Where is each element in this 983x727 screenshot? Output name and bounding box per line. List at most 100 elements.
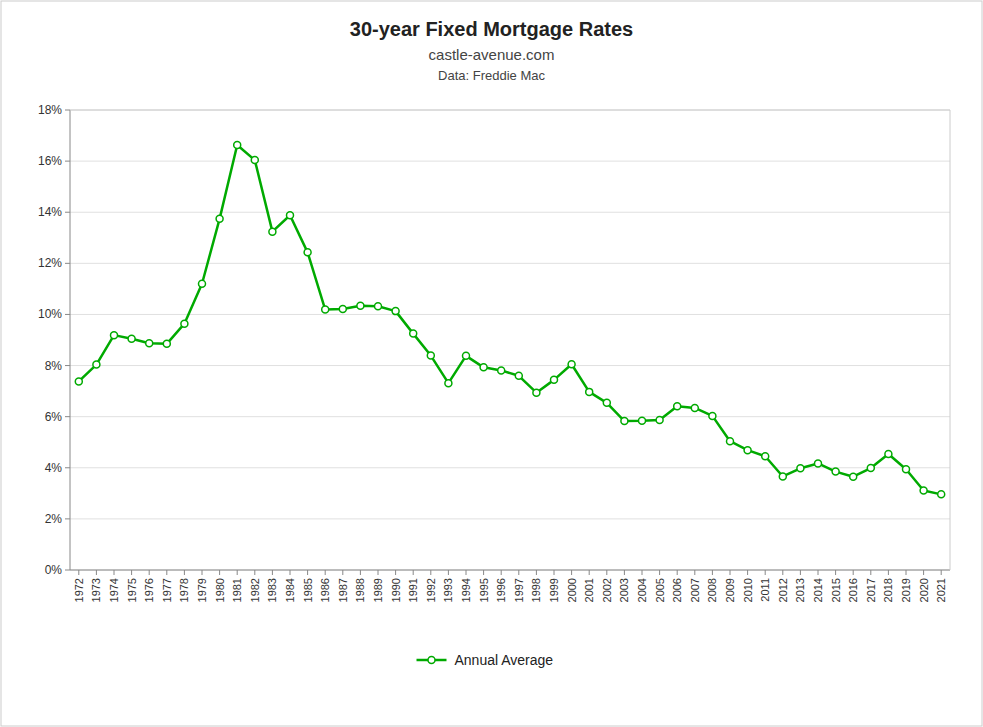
- x-tick: [395, 570, 396, 575]
- title: 30-year Fixed Mortgage Rates: [350, 18, 633, 40]
- x-tick: [78, 570, 79, 575]
- grid-line: [70, 416, 950, 417]
- x-tick-label: 1986: [319, 578, 331, 602]
- x-tick: [501, 570, 502, 575]
- x-tick-label: 1993: [442, 578, 454, 602]
- point: [410, 330, 417, 337]
- x-tick: [325, 570, 326, 575]
- x-tick-label: 1972: [73, 578, 85, 602]
- line: [79, 145, 941, 494]
- point: [691, 404, 698, 411]
- x-tick-label: 2004: [636, 578, 648, 602]
- point: [287, 212, 294, 219]
- point: [938, 491, 945, 498]
- x-tick: [870, 570, 871, 575]
- point: [656, 416, 663, 423]
- x-tick: [589, 570, 590, 575]
- point: [463, 352, 470, 359]
- plot-frame: [950, 110, 951, 570]
- point: [603, 399, 610, 406]
- point: [322, 306, 329, 313]
- point: [427, 352, 434, 359]
- point: [339, 306, 346, 313]
- point: [392, 308, 399, 315]
- y-tick: [65, 570, 70, 571]
- y-tick: [65, 518, 70, 519]
- x-tick: [642, 570, 643, 575]
- x-tick: [765, 570, 766, 575]
- x-tick-label: 2011: [759, 578, 771, 602]
- point: [727, 438, 734, 445]
- subtitle: Data: Freddie Mac: [438, 68, 545, 83]
- point: [533, 389, 540, 396]
- x-tick-label: 1995: [478, 578, 490, 602]
- x-tick-label: 1973: [90, 578, 102, 602]
- y-tick-label: 12%: [38, 256, 62, 270]
- point: [515, 372, 522, 379]
- x-tick: [906, 570, 907, 575]
- grid-line: [70, 314, 950, 315]
- x-tick-label: 2018: [882, 578, 894, 602]
- legend: Annual Average: [417, 652, 554, 668]
- x-tick: [378, 570, 379, 575]
- point: [498, 367, 505, 374]
- x-tick-label: 1994: [460, 578, 472, 602]
- x-tick: [184, 570, 185, 575]
- x-tick: [272, 570, 273, 575]
- x-tick-label: 1975: [126, 578, 138, 602]
- point: [216, 215, 223, 222]
- plot-area: [75, 142, 944, 498]
- x-tick-label: 1978: [178, 578, 190, 602]
- x-tick-label: 1985: [302, 578, 314, 602]
- x-tick: [430, 570, 431, 575]
- x-tick: [290, 570, 291, 575]
- y-tick-label: 8%: [45, 359, 63, 373]
- x-tick: [219, 570, 220, 575]
- point: [920, 487, 927, 494]
- point: [234, 142, 241, 149]
- y-tick: [65, 263, 70, 264]
- y-tick-label: 10%: [38, 307, 62, 321]
- point: [797, 465, 804, 472]
- x-tick-label: 2015: [830, 578, 842, 602]
- background: [1, 1, 982, 726]
- x-tick-label: 1997: [513, 578, 525, 602]
- x-tick-label: 2008: [706, 578, 718, 602]
- point: [357, 302, 364, 309]
- grid-line: [70, 263, 950, 264]
- x-tick-label: 2016: [847, 578, 859, 602]
- x-tick-label: 1999: [548, 578, 560, 602]
- point: [199, 280, 206, 287]
- x-tick: [483, 570, 484, 575]
- y-tick: [65, 314, 70, 315]
- point: [93, 361, 100, 368]
- x-tick-label: 2012: [777, 578, 789, 602]
- x-tick-label: 2014: [812, 578, 824, 602]
- y-tick-label: 6%: [45, 410, 63, 424]
- point: [850, 473, 857, 480]
- legend-label: Annual Average: [455, 652, 554, 668]
- x-tick-label: 2001: [583, 578, 595, 602]
- x-tick: [202, 570, 203, 575]
- x-tick: [342, 570, 343, 575]
- point: [181, 320, 188, 327]
- y-tick: [65, 416, 70, 417]
- y-tick: [65, 467, 70, 468]
- x-tick-label: 1979: [196, 578, 208, 602]
- x-tick-label: 1983: [266, 578, 278, 602]
- x-tick: [307, 570, 308, 575]
- point: [128, 335, 135, 342]
- grid: [70, 110, 950, 570]
- x-tick: [466, 570, 467, 575]
- x-tick: [606, 570, 607, 575]
- x-tick: [96, 570, 97, 575]
- point: [111, 332, 118, 339]
- point: [269, 228, 276, 235]
- x-tick: [853, 570, 854, 575]
- grid-line: [70, 161, 950, 162]
- y-tick-label: 2%: [45, 512, 63, 526]
- x-tick-label: 2003: [618, 578, 630, 602]
- point: [744, 447, 751, 454]
- point: [375, 303, 382, 310]
- point: [885, 450, 892, 457]
